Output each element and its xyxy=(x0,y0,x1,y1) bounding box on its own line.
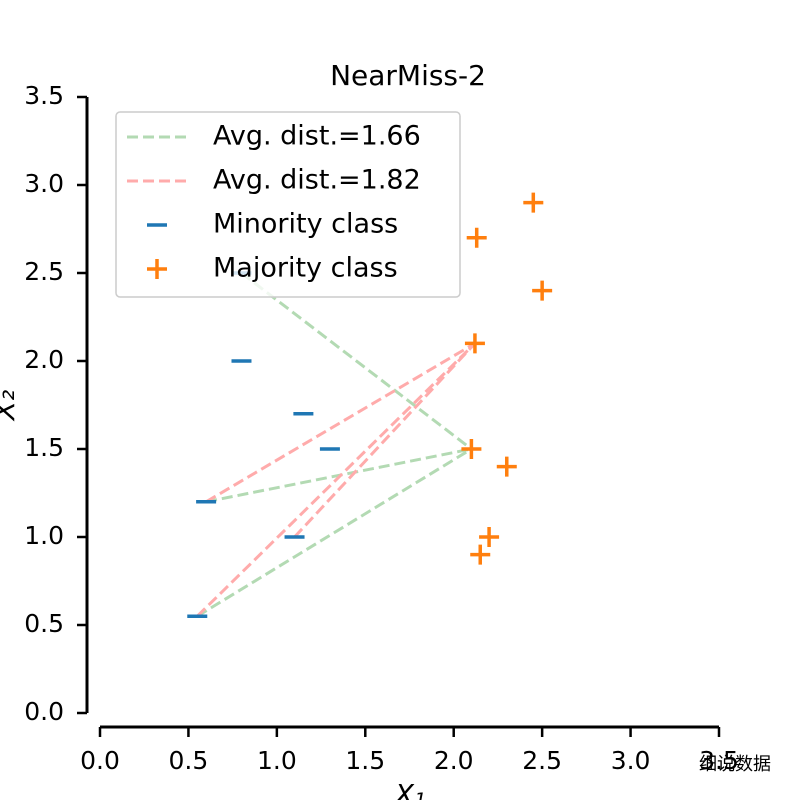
legend-marker xyxy=(147,259,167,279)
legend-label: Avg. dist.=1.66 xyxy=(213,121,421,152)
distance-line xyxy=(205,342,476,504)
majority-point xyxy=(523,192,544,213)
majority-point xyxy=(464,333,485,354)
majority-point xyxy=(461,439,482,459)
distance-line xyxy=(293,342,477,539)
y-tick-label: 2.5 xyxy=(24,257,64,286)
x-tick-label: 0.0 xyxy=(80,746,120,775)
watermark: 细说数据 xyxy=(699,754,771,775)
y-tick-label: 0.5 xyxy=(24,609,64,638)
x-tick-label: 2.5 xyxy=(522,746,562,775)
y-tick-label: 1.0 xyxy=(24,521,64,550)
x-axis-label: X₁ xyxy=(393,778,425,800)
legend-label: Majority class xyxy=(213,253,398,284)
legend: Avg. dist.=1.66 Avg. dist.=1.82 Minority c… xyxy=(115,111,461,298)
x-tick-label: 3.0 xyxy=(611,746,651,775)
x-tick-label: 1.5 xyxy=(345,746,385,775)
legend-label: Minority class xyxy=(213,209,398,240)
distance-line xyxy=(196,447,473,618)
majority-point xyxy=(479,527,500,547)
y-tick-label: 2.0 xyxy=(24,345,64,374)
x-tick-label: 2.0 xyxy=(434,746,474,775)
x-tick-label: 3.5 xyxy=(699,746,739,775)
legend-label: Avg. dist.=1.82 xyxy=(213,165,421,196)
majority-point xyxy=(470,544,491,565)
y-tick-label: 1.5 xyxy=(24,433,64,462)
y-tick-label: 3.5 xyxy=(24,81,64,110)
distance-line xyxy=(196,342,476,618)
y-tick-label: 0.0 xyxy=(24,697,64,726)
x-tick-label: 0.5 xyxy=(169,746,209,775)
majority-point xyxy=(496,456,517,477)
chart-title: NearMiss-2 xyxy=(330,59,486,92)
y-tick-label: 3.0 xyxy=(24,169,64,198)
majority-point xyxy=(532,280,553,301)
majority-point xyxy=(466,227,487,248)
distance-line xyxy=(240,271,473,451)
legend-box xyxy=(115,111,461,298)
y-axis-label: X₂ xyxy=(0,390,21,422)
x-tick-label: 1.0 xyxy=(257,746,297,775)
